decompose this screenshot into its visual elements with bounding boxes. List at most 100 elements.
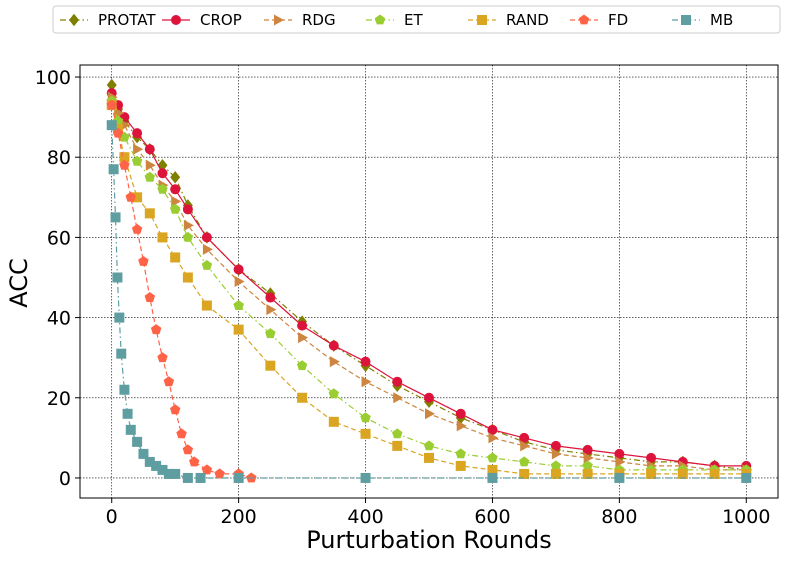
data-point-et	[519, 456, 530, 467]
data-point-rdg	[551, 448, 562, 460]
data-point-crop	[614, 448, 625, 459]
data-point-rdg	[393, 392, 404, 404]
y-tick-label: 60	[47, 227, 71, 249]
data-point-rand	[709, 468, 720, 479]
data-point-mb	[110, 212, 121, 223]
series-line-rand	[111, 104, 747, 475]
data-point-crop	[201, 232, 212, 243]
data-point-fd	[119, 159, 130, 170]
data-point-rdg	[425, 408, 435, 420]
data-point-mb	[614, 472, 625, 483]
data-point-mb	[144, 456, 155, 467]
data-point-et	[328, 388, 339, 399]
data-point-mb	[182, 472, 193, 483]
data-point-crop	[582, 444, 593, 455]
data-point-et	[233, 300, 244, 310]
data-point-protat	[170, 171, 181, 184]
data-point-mb	[233, 472, 244, 483]
data-point-crop	[519, 432, 530, 443]
legend-item-et: ET	[366, 11, 423, 29]
data-point-et	[550, 460, 562, 471]
data-point-rdg	[456, 420, 467, 432]
data-point-mb	[170, 468, 181, 479]
y-tick-label: 40	[47, 308, 71, 330]
data-point-rdg	[298, 332, 309, 344]
legend-item-mb: MB	[672, 11, 733, 29]
series-mb	[106, 120, 752, 483]
data-point-rand	[170, 252, 181, 263]
data-point-fd	[163, 376, 175, 387]
y-tick-label: 0	[59, 468, 71, 490]
data-point-et	[144, 171, 155, 182]
data-point-rand	[157, 232, 168, 243]
plot-frame	[79, 64, 779, 499]
legend-frame	[52, 5, 781, 34]
data-point-crop	[233, 264, 244, 275]
legend-item-rand: RAND	[468, 11, 549, 29]
data-point-rand	[424, 452, 434, 463]
data-point-crop	[424, 392, 434, 403]
data-point-mb	[741, 472, 752, 483]
data-point-rand	[132, 192, 143, 203]
data-point-rand	[550, 468, 561, 479]
legend-label-protat: PROTAT	[98, 11, 156, 29]
data-point-crop	[132, 128, 143, 139]
data-point-fd	[189, 456, 200, 467]
data-point-crop	[265, 292, 276, 303]
data-point-crop	[550, 440, 561, 451]
data-point-fd	[176, 428, 187, 439]
legend-item-crop: CROP	[162, 11, 242, 29]
data-point-crop	[455, 408, 466, 419]
data-point-et	[157, 183, 168, 194]
data-point-crop	[487, 424, 498, 435]
data-point-crop	[182, 204, 193, 215]
legend-label-rdg: RDG	[302, 11, 336, 29]
data-point-rdg	[488, 432, 499, 444]
data-point-et	[182, 231, 194, 242]
legend-label-mb: MB	[710, 11, 733, 29]
data-point-et	[170, 203, 181, 214]
legend-marker-fd	[578, 14, 590, 25]
x-tick-label: 1000	[722, 506, 770, 528]
data-point-et	[392, 428, 403, 439]
data-point-rand	[119, 152, 130, 163]
legend-marker-et	[374, 14, 386, 25]
x-axis-title: Purturbation Rounds	[306, 526, 552, 554]
data-point-rdg	[183, 219, 194, 231]
data-point-crop	[328, 340, 339, 351]
data-point-fd	[125, 191, 136, 202]
data-point-et	[582, 460, 593, 471]
data-point-mb	[487, 472, 498, 483]
y-tick-label: 80	[47, 147, 71, 169]
data-point-fd	[131, 223, 143, 234]
data-point-rand	[455, 460, 466, 471]
legend: PROTAT CROP RDG ET RAND FD MB	[52, 5, 781, 34]
data-point-rand	[265, 360, 276, 371]
data-point-mb	[106, 120, 117, 131]
data-point-rand	[297, 392, 308, 403]
x-tick-label: 800	[601, 506, 637, 528]
data-point-rand	[201, 300, 212, 311]
data-point-mb	[151, 460, 162, 471]
series-et	[106, 95, 752, 475]
data-point-rdg	[133, 143, 144, 155]
data-point-rand	[582, 468, 593, 479]
data-point-et	[487, 452, 498, 463]
x-tick-label: 0	[106, 506, 118, 528]
legend-label-rand: RAND	[506, 11, 549, 29]
legend-item-protat: PROTAT	[60, 11, 156, 29]
data-point-rdg	[583, 452, 594, 464]
legend-item-rdg: RDG	[264, 11, 336, 29]
data-point-rdg	[145, 159, 156, 171]
data-point-fd	[170, 404, 181, 415]
data-point-protat	[106, 78, 117, 92]
data-point-rand	[144, 208, 155, 219]
series-line-protat	[111, 84, 747, 471]
data-point-mb	[157, 464, 168, 475]
data-point-fd	[201, 464, 213, 475]
data-point-mb	[360, 472, 371, 483]
series-line-crop	[111, 92, 747, 467]
data-point-crop	[646, 452, 657, 463]
legend-label-crop: CROP	[200, 11, 242, 29]
